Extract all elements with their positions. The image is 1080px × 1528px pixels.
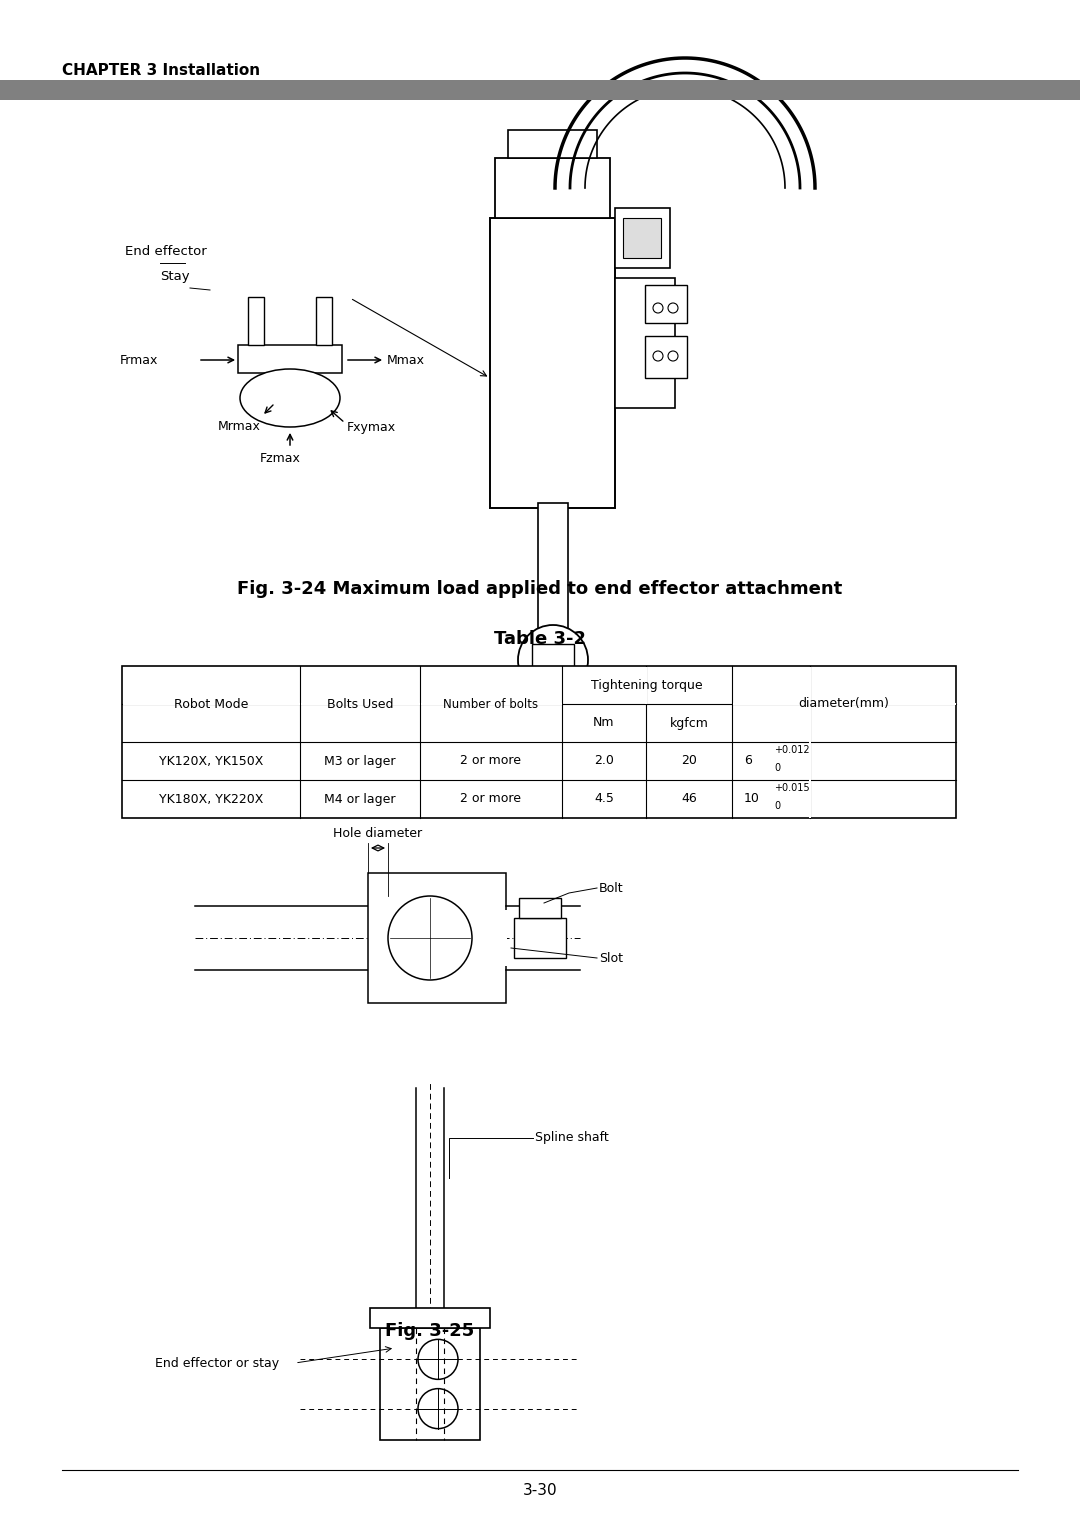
Text: 3-30: 3-30 (523, 1484, 557, 1497)
Bar (0, 79, 1080, 99)
Text: YK180X, YK220X: YK180X, YK220X (159, 793, 264, 805)
Bar (316, 296, 332, 345)
Text: Slot: Slot (599, 952, 623, 964)
Circle shape (388, 895, 472, 979)
Bar (248, 296, 264, 345)
Text: Frmax: Frmax (120, 353, 159, 367)
Circle shape (418, 1340, 458, 1380)
Bar (368, 872, 507, 1002)
Text: 46: 46 (681, 793, 697, 805)
Text: End effector or stay: End effector or stay (156, 1357, 279, 1369)
Bar (505, 911, 507, 966)
Text: 0: 0 (774, 762, 780, 773)
Text: 4.5: 4.5 (594, 793, 613, 805)
Bar (370, 1308, 490, 1328)
Text: Stay: Stay (160, 270, 190, 283)
Text: Bolt: Bolt (599, 882, 623, 894)
Text: Robot Mode: Robot Mode (174, 697, 248, 711)
Text: Mrmax: Mrmax (218, 420, 261, 432)
Bar (623, 219, 661, 258)
Text: 10: 10 (744, 793, 760, 805)
Text: M3 or lager: M3 or lager (324, 755, 395, 767)
Text: Fig. 3-25: Fig. 3-25 (386, 1322, 474, 1340)
Circle shape (669, 303, 678, 313)
Ellipse shape (240, 368, 340, 426)
Text: Mmax: Mmax (387, 353, 426, 367)
Bar (615, 208, 670, 267)
Bar (519, 898, 561, 918)
Bar (490, 219, 615, 507)
Bar (809, 666, 811, 817)
Bar (122, 666, 956, 817)
Circle shape (669, 351, 678, 361)
Bar (495, 157, 610, 219)
Text: +0.015: +0.015 (774, 782, 810, 793)
Bar (532, 643, 573, 675)
Text: kgfcm: kgfcm (670, 717, 708, 729)
Circle shape (653, 351, 663, 361)
Text: Fxymax: Fxymax (347, 422, 396, 434)
Text: Spline shaft: Spline shaft (535, 1132, 609, 1144)
Text: 20: 20 (681, 755, 697, 767)
Bar (645, 286, 687, 322)
Text: YK120X, YK150X: YK120X, YK150X (159, 755, 264, 767)
Bar (615, 278, 675, 408)
Text: +0.012: +0.012 (774, 746, 810, 755)
Text: Number of bolts: Number of bolts (444, 697, 539, 711)
Text: 6: 6 (744, 755, 752, 767)
Text: 2.0: 2.0 (594, 755, 613, 767)
Text: diameter(mm): diameter(mm) (798, 697, 890, 711)
Text: Bolts Used: Bolts Used (327, 697, 393, 711)
Text: Tightening torque: Tightening torque (591, 678, 703, 692)
Bar (538, 503, 568, 648)
Text: 2 or more: 2 or more (460, 793, 522, 805)
Bar (380, 1328, 480, 1439)
Circle shape (653, 303, 663, 313)
Circle shape (418, 1389, 458, 1429)
Circle shape (518, 625, 588, 695)
Text: Hole diameter: Hole diameter (334, 827, 422, 840)
Text: M4 or lager: M4 or lager (324, 793, 395, 805)
Text: Fzmax: Fzmax (260, 451, 301, 465)
Bar (514, 918, 566, 958)
Text: Fig. 3-24 Maximum load applied to end effector attachment: Fig. 3-24 Maximum load applied to end ef… (238, 581, 842, 597)
Text: Table 3-2: Table 3-2 (494, 630, 586, 648)
Text: 2 or more: 2 or more (460, 755, 522, 767)
Bar (646, 666, 647, 703)
Text: Nm: Nm (593, 717, 615, 729)
Bar (238, 345, 342, 373)
Bar (645, 336, 687, 377)
Bar (508, 130, 597, 157)
Text: End effector: End effector (125, 244, 206, 258)
Text: 0: 0 (774, 801, 780, 811)
Text: CHAPTER 3 Installation: CHAPTER 3 Installation (62, 63, 260, 78)
